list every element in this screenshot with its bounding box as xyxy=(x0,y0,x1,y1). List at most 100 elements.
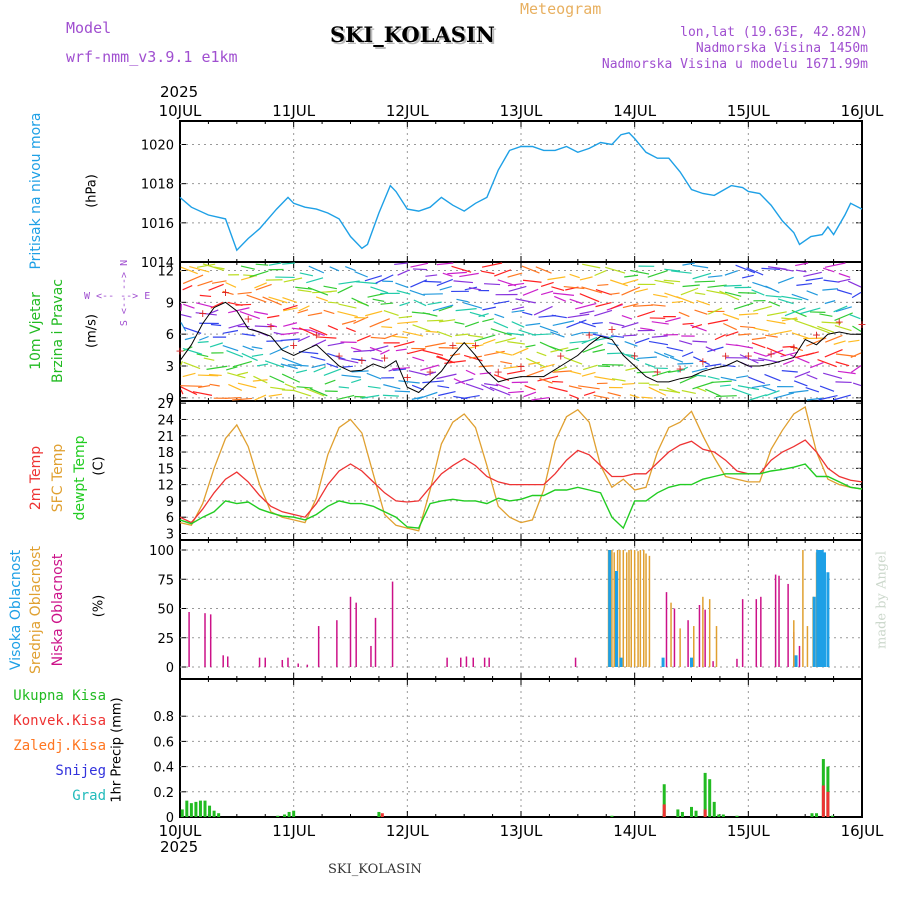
wind-vector xyxy=(366,372,382,380)
wind-vector xyxy=(691,324,703,329)
wind-vector xyxy=(677,366,689,373)
wind-vector xyxy=(365,310,383,317)
wind-vector xyxy=(805,387,820,393)
wind-vector xyxy=(380,302,394,305)
wind-vector xyxy=(341,374,361,378)
wind-vector xyxy=(625,354,637,357)
wind-vector xyxy=(397,269,410,276)
wind-vector xyxy=(793,380,808,387)
wind-vector xyxy=(460,394,480,400)
wind-vector xyxy=(383,310,399,316)
wind-vector xyxy=(582,263,601,269)
wind-vector xyxy=(197,341,209,344)
gust-marker: + xyxy=(425,366,434,379)
wind-vector xyxy=(834,325,852,332)
wind-vector xyxy=(746,267,764,276)
gust-marker: + xyxy=(244,312,253,325)
gust-marker: + xyxy=(516,360,525,373)
cloud-ytick-label: 0 xyxy=(166,661,174,676)
wind-vector xyxy=(833,394,851,401)
wind-vector xyxy=(490,328,512,336)
wind-vector xyxy=(680,287,699,296)
wind-vector xyxy=(579,276,593,281)
day-label-top-16JUL: 16JUL xyxy=(841,102,884,120)
wind-vector xyxy=(449,353,461,357)
wind-vector xyxy=(202,263,224,271)
wind-vector xyxy=(824,349,843,358)
wind-vector xyxy=(327,352,346,361)
wind-vector xyxy=(651,321,669,325)
wind-vector xyxy=(566,319,587,329)
wind-vector xyxy=(237,382,257,389)
station-title: SKI_KOLASIN xyxy=(330,22,495,47)
wind-vector xyxy=(525,322,541,326)
wind-vector xyxy=(582,343,603,353)
wind-vector xyxy=(781,370,798,373)
total-rain-bar xyxy=(676,809,680,817)
panel-frame-2 xyxy=(179,400,863,541)
wind-vector xyxy=(805,277,823,282)
wind-vector xyxy=(329,266,340,272)
total-rain-bar xyxy=(662,784,666,817)
wind-vector xyxy=(370,336,385,339)
wind-vector xyxy=(398,380,420,384)
wind-vector xyxy=(296,369,308,374)
wind-vector xyxy=(724,270,739,276)
wind-vector xyxy=(823,279,840,283)
wind-vector xyxy=(310,329,325,337)
wind-vector xyxy=(240,265,255,270)
wind-vector xyxy=(241,352,258,362)
wind-vector xyxy=(494,313,505,319)
wind-vector xyxy=(581,336,598,345)
wind-vector xyxy=(607,392,621,397)
panel-frame-3 xyxy=(179,539,863,680)
wind-vector xyxy=(336,394,355,401)
total-rain-bar xyxy=(208,805,212,817)
wind-vector xyxy=(528,361,540,365)
wind-vector xyxy=(235,303,252,306)
wind-vector xyxy=(738,333,751,336)
temp-ytick-label: 3 xyxy=(166,527,174,542)
wind-vector xyxy=(818,394,838,401)
wind-vector xyxy=(380,349,390,355)
wind-vector xyxy=(425,274,438,277)
wind-vector xyxy=(180,313,192,318)
wind-vector xyxy=(267,315,280,319)
total-rain-bar xyxy=(815,813,819,817)
wind-vector xyxy=(198,384,211,389)
wind-vector xyxy=(508,285,527,292)
day-label-top-14JUL: 14JUL xyxy=(613,102,656,120)
wind-compass-vertical: S <-- --> N xyxy=(119,260,130,326)
wind-vector xyxy=(536,351,547,357)
wind-vector xyxy=(748,376,765,384)
wind-vector xyxy=(182,284,193,291)
total-rain-bar xyxy=(292,810,296,817)
pressure-ytick-label: 1018 xyxy=(141,178,174,193)
wind-vector xyxy=(398,315,413,319)
wind-ytick-label: 9 xyxy=(166,296,174,311)
gust-marker: + xyxy=(312,328,321,341)
wind-vector xyxy=(833,305,848,313)
wind-vector xyxy=(316,336,337,339)
total-rain-bar xyxy=(708,779,712,817)
wind-vector xyxy=(482,318,494,323)
wind-vector xyxy=(722,313,740,320)
wind-vector xyxy=(394,390,410,393)
wind-vector xyxy=(262,296,282,306)
temp-ytick-label: 18 xyxy=(157,446,174,461)
wind-vector xyxy=(489,386,511,396)
wind-vector xyxy=(297,335,310,342)
wind-vector xyxy=(799,307,821,315)
wind-vector xyxy=(180,386,198,396)
wind-vector xyxy=(396,289,411,295)
wind-vector xyxy=(391,335,408,339)
model-elevation-text: Nadmorska Visina u modelu 1671.99m xyxy=(601,57,868,72)
wind-vector xyxy=(371,357,384,362)
wind-vector xyxy=(609,322,625,327)
wind-vector xyxy=(210,323,222,327)
wind-vector xyxy=(222,345,239,352)
wind-vector xyxy=(765,285,780,293)
wind-vector xyxy=(671,270,692,274)
cloud-units: (%) xyxy=(92,595,107,618)
